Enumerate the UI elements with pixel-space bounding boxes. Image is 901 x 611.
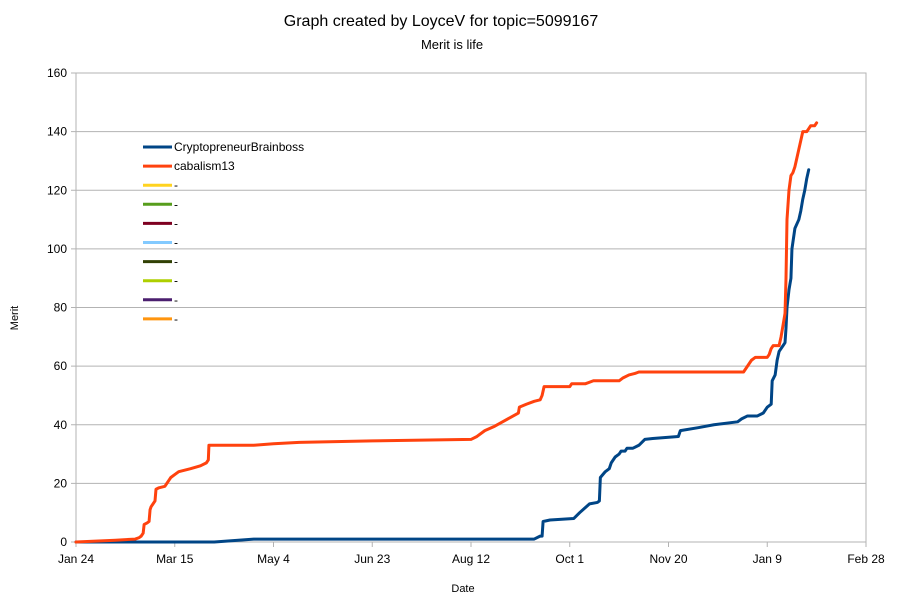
x-tick-label: Aug 12 <box>452 552 490 566</box>
legend-label-6: - <box>174 255 178 269</box>
y-tick-label: 100 <box>47 242 67 256</box>
x-tick-label: Jan 9 <box>753 552 783 566</box>
x-tick-label: Oct 1 <box>555 552 584 566</box>
legend-label-7: - <box>174 274 178 288</box>
chart-subtitle: Merit is life <box>421 37 483 52</box>
legend-label-4: - <box>174 216 178 230</box>
chart-title: Graph created by LoyceV for topic=509916… <box>284 13 599 30</box>
legend-label-5: - <box>174 236 178 250</box>
legend-label-2: - <box>174 178 178 192</box>
x-axis-title: Date <box>451 583 474 595</box>
legend-label-0: CryptopreneurBrainboss <box>174 140 304 154</box>
series-line-0 <box>74 168 811 544</box>
series-lines <box>74 121 819 544</box>
series-line-1 <box>74 121 819 544</box>
y-tick-label: 20 <box>54 476 68 490</box>
legend-label-9: - <box>174 312 178 326</box>
y-tick-label: 0 <box>60 535 67 549</box>
x-tick-label: Mar 15 <box>156 552 194 566</box>
y-tick-label: 80 <box>54 301 68 315</box>
y-tick-label: 120 <box>47 183 67 197</box>
x-tick-label: Jun 23 <box>354 552 390 566</box>
y-tick-label: 160 <box>47 66 67 80</box>
legend-label-3: - <box>174 197 178 211</box>
y-tick-label: 60 <box>54 359 68 373</box>
y-tick-label: 40 <box>54 418 68 432</box>
legend-label-8: - <box>174 293 178 307</box>
legend-label-1: cabalism13 <box>174 159 235 173</box>
y-tick-label: 140 <box>47 125 67 139</box>
x-tick-label: Jan 24 <box>58 552 94 566</box>
x-tick-label: Feb 28 <box>847 552 885 566</box>
axis-ticks: 0 20 40 60 80 100 120 140 160 Jan 24 Mar 15 May 4 Ju… <box>47 66 885 566</box>
legend: CryptopreneurBrainboss cabalism13 - - - - - - - - <box>143 140 304 326</box>
y-axis-title: Merit <box>9 306 21 330</box>
x-tick-label: Nov 20 <box>649 552 687 566</box>
x-tick-label: May 4 <box>257 552 290 566</box>
